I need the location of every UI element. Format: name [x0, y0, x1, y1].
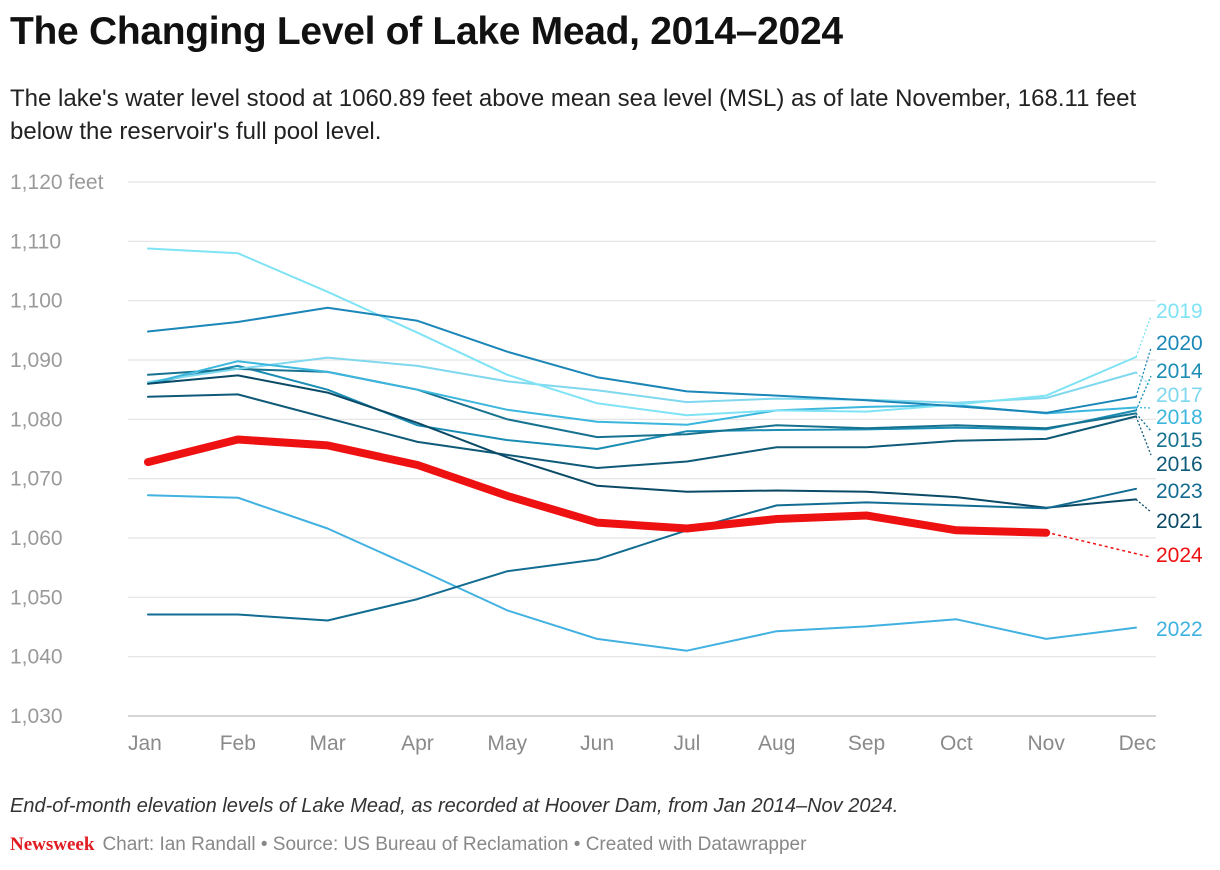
series-label-2022: 2022 — [1156, 618, 1203, 641]
y-tick-label: 1,050 — [10, 586, 63, 609]
label-leader-2016 — [1135, 416, 1152, 456]
series-label-2019: 2019 — [1156, 300, 1203, 323]
x-tick-label: May — [487, 732, 527, 755]
series-line-2017 — [147, 356, 1137, 404]
series-label-2024: 2024 — [1156, 544, 1203, 567]
y-tick-label: 1,090 — [10, 349, 63, 372]
y-tick-label: 1,060 — [10, 527, 63, 550]
x-tick-label: Oct — [940, 732, 973, 755]
x-tick-label: Sep — [848, 732, 885, 755]
newsweek-logo[interactable]: Newsweek — [10, 834, 95, 855]
series-label-2014: 2014 — [1156, 360, 1203, 383]
label-leader-2019 — [1135, 315, 1152, 358]
x-tick-label: Jan — [128, 732, 162, 755]
series-line-2020 — [147, 306, 1137, 414]
y-tick-label: 1,030 — [10, 705, 63, 728]
y-tick-label: 1,080 — [10, 408, 63, 431]
y-tick-label: 1,120 feet — [10, 171, 104, 194]
label-leader-2020 — [1135, 347, 1152, 397]
y-tick-label: 1,100 — [10, 290, 63, 313]
x-tick-label: Aug — [758, 732, 795, 755]
x-tick-label: Jun — [580, 732, 614, 755]
series-line-2021 — [147, 374, 1137, 509]
series-label-2023: 2023 — [1156, 480, 1203, 503]
series-label-2017: 2017 — [1156, 384, 1203, 407]
series-line-2019 — [147, 247, 1137, 417]
series-label-2016: 2016 — [1156, 453, 1203, 476]
series-line-2022 — [147, 494, 1137, 652]
x-tick-label: Dec — [1119, 732, 1156, 755]
series-line-2016 — [147, 393, 1137, 469]
x-tick-label: Mar — [310, 732, 346, 755]
chart-note: End-of-month elevation levels of Lake Me… — [10, 795, 899, 817]
series-line-2024 — [144, 435, 1051, 537]
x-tick-label: Jul — [673, 732, 700, 755]
series-leader-2024 — [1052, 532, 1151, 558]
grid-layer — [128, 181, 1156, 717]
series-layer — [144, 247, 1151, 652]
series-line-2023 — [147, 487, 1137, 622]
axis-layer: 1,030 1,040 1,050 1,060 1,070 1,080 1,090 1,100… — [10, 171, 1156, 755]
label-leader-2021 — [1135, 498, 1152, 513]
chart-subtitle: The lake's water level stood at 1060.89 … — [10, 85, 1137, 145]
label-leader-2014 — [1135, 375, 1152, 411]
series-label-2020: 2020 — [1156, 332, 1203, 355]
y-tick-label: 1,070 — [10, 468, 63, 491]
label-leader-2015 — [1135, 412, 1152, 432]
x-tick-label: Apr — [401, 732, 434, 755]
series-label-2021: 2021 — [1156, 510, 1203, 533]
x-tick-label: Feb — [220, 732, 256, 755]
series-label-2018: 2018 — [1156, 406, 1203, 429]
series-label-2015: 2015 — [1156, 429, 1203, 452]
chart-title: The Changing Level of Lake Mead, 2014–20… — [10, 10, 843, 53]
y-tick-label: 1,110 — [10, 230, 61, 253]
label-leader-2017 — [1135, 371, 1152, 387]
series-line-2015 — [147, 367, 1137, 439]
label-leader-2018 — [1135, 406, 1152, 409]
series-line-2014 — [147, 364, 1137, 450]
y-tick-label: 1,040 — [10, 646, 63, 669]
x-tick-label: Nov — [1028, 732, 1066, 755]
chart-footer: Newsweek Chart: Ian Randall • Source: US … — [10, 834, 1200, 856]
chart-credit: Chart: Ian Randall • Source: US Bureau o… — [102, 834, 807, 855]
